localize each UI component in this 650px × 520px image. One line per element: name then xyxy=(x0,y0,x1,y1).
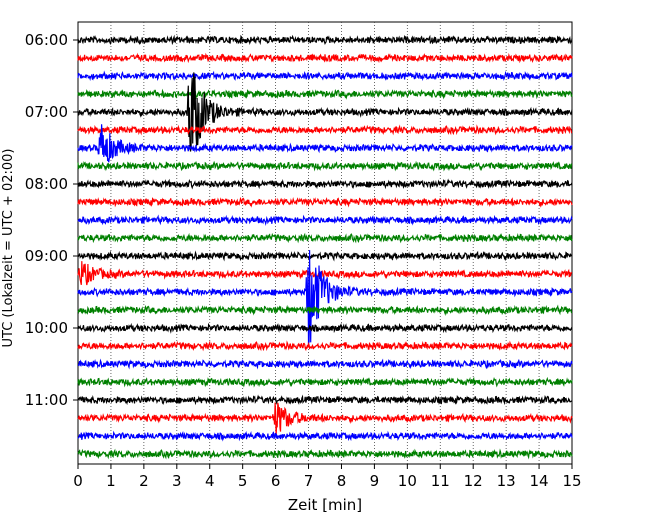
x-tick-label-15: 15 xyxy=(562,472,581,490)
trace-0800 xyxy=(77,178,573,190)
trace-0900 xyxy=(77,250,573,262)
y-tick-label-4: 10:00 xyxy=(25,319,68,337)
x-axis-ticks: 0 1 2 3 4 5 6 7 8 9 10 11 12 13 14 15 xyxy=(73,464,582,490)
x-tick-label-5: 5 xyxy=(238,472,248,490)
y-tick-label-2: 08:00 xyxy=(25,175,68,193)
trace-0945 xyxy=(77,304,573,316)
x-axis-label: Zeit [min] xyxy=(288,496,362,514)
trace-1045 xyxy=(77,376,573,388)
trace-1100 xyxy=(77,394,573,406)
y-tick-label-5: 11:00 xyxy=(25,391,68,409)
x-tick-label-11: 11 xyxy=(431,472,450,490)
y-tick-label-0: 06:00 xyxy=(25,31,68,49)
trace-0915 xyxy=(77,261,572,286)
x-tick-label-6: 6 xyxy=(271,472,281,490)
x-tick-label-0: 0 xyxy=(73,472,83,490)
x-tick-label-1: 1 xyxy=(106,472,116,490)
y-tick-label-1: 07:00 xyxy=(25,103,68,121)
y-tick-label-3: 09:00 xyxy=(25,247,68,265)
x-tick-label-12: 12 xyxy=(464,472,483,490)
trace-0845 xyxy=(77,232,573,244)
trace-1115 xyxy=(77,402,573,437)
trace-1030 xyxy=(77,358,573,370)
x-tick-label-4: 4 xyxy=(205,472,215,490)
trace-0645 xyxy=(77,88,573,100)
y-axis-ticks: 06:00 07:00 08:00 09:00 10:00 11:00 xyxy=(25,31,78,409)
x-tick-label-8: 8 xyxy=(337,472,347,490)
x-tick-label-14: 14 xyxy=(530,472,549,490)
trace-group xyxy=(77,34,573,460)
trace-1130 xyxy=(77,430,573,442)
x-tick-label-2: 2 xyxy=(139,472,149,490)
trace-1145 xyxy=(77,448,573,460)
trace-0745 xyxy=(77,160,573,172)
trace-0830 xyxy=(77,214,573,226)
x-tick-label-9: 9 xyxy=(370,472,380,490)
plot-area-frame xyxy=(77,21,573,465)
x-tick-label-7: 7 xyxy=(304,472,314,490)
x-tick-label-3: 3 xyxy=(172,472,182,490)
trace-0630 xyxy=(77,70,573,82)
trace-0930 xyxy=(77,250,573,345)
trace-1015 xyxy=(77,340,573,352)
trace-0615 xyxy=(77,52,573,64)
y-axis-label: UTC (Lokalzeit = UTC + 02:00) xyxy=(1,149,16,348)
trace-0700 xyxy=(77,72,573,152)
trace-0815 xyxy=(77,196,573,208)
x-tick-label-13: 13 xyxy=(497,472,516,490)
trace-0600 xyxy=(77,34,573,46)
trace-1000 xyxy=(77,322,573,334)
trace-0715 xyxy=(77,124,573,136)
trace-0730 xyxy=(77,124,573,163)
x-tick-label-10: 10 xyxy=(398,472,417,490)
